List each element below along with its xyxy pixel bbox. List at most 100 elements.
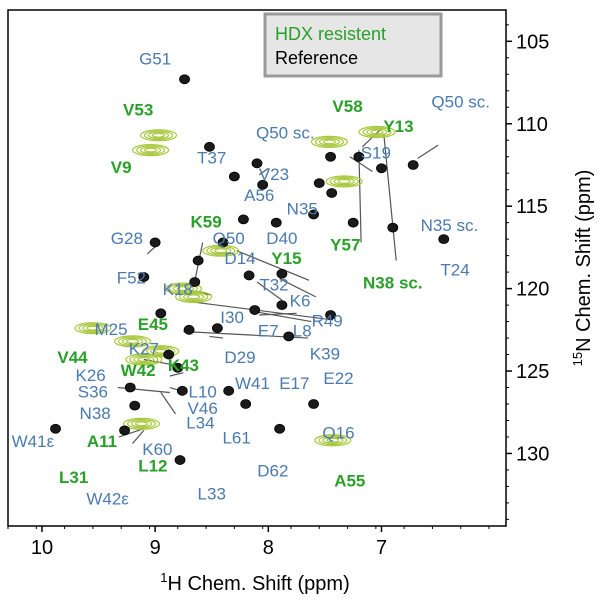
peak-label: D40 — [266, 229, 297, 248]
plot-frame — [7, 9, 507, 527]
peak-label: W41 — [235, 374, 270, 393]
hdx-peak — [132, 144, 170, 157]
peak-label: E7 — [258, 321, 279, 340]
peak-label: V53 — [123, 101, 153, 120]
reference-peak — [274, 423, 286, 434]
leader-line — [191, 301, 333, 321]
leader-line — [132, 429, 145, 444]
reference-peak — [174, 455, 186, 465]
legend-entry-reference: Reference — [275, 48, 358, 68]
peak-label: N38 sc. — [363, 274, 423, 293]
y-tick-label: 110 — [516, 114, 548, 136]
reference-peak — [353, 151, 365, 162]
reference-peak — [438, 234, 450, 245]
peak-label: T37 — [197, 148, 226, 167]
peak-label: K39 — [310, 344, 340, 363]
hdx-peak — [139, 129, 178, 142]
reference-peak — [172, 362, 184, 373]
peak-label: L10 — [188, 382, 216, 401]
peak-label: Q16 — [322, 424, 354, 443]
leader-line — [160, 392, 177, 415]
peak-label: N38 — [80, 404, 111, 423]
peak-label: K59 — [190, 213, 221, 232]
reference-peak — [223, 385, 235, 396]
leader-line — [143, 358, 172, 366]
hdx-peak — [113, 335, 152, 348]
peak-label: K6 — [290, 292, 311, 311]
reference-peak — [228, 171, 240, 182]
reference-peak — [325, 151, 336, 162]
peak-label: Q50 sc. — [431, 92, 490, 111]
peak-label: Q50 — [213, 229, 245, 248]
reference-peak — [313, 178, 325, 188]
peak-label: K27 — [129, 340, 159, 359]
leader-line — [417, 144, 439, 159]
y-axis-title-superscript: 15 — [570, 352, 585, 366]
peak-label: A55 — [334, 471, 365, 490]
hdx-peak — [74, 322, 112, 335]
reference-peak — [163, 349, 175, 360]
peak-label: L8 — [293, 321, 312, 340]
peak-label: K26 — [75, 366, 105, 385]
reference-peak — [251, 158, 263, 169]
peak-label: V58 — [332, 97, 362, 116]
reference-peak — [129, 400, 141, 411]
leader-line — [118, 428, 145, 438]
y-axis-title-text: N Chem. Shift (ppm) — [573, 170, 595, 352]
reference-peak — [211, 323, 223, 334]
y-tick-label: 105 — [516, 31, 549, 53]
reference-peak — [217, 237, 229, 248]
x-axis-title-superscript: 1 — [160, 570, 167, 585]
peaks — [50, 74, 450, 465]
reference-peak — [283, 331, 295, 342]
leader-line — [256, 281, 283, 301]
reference-peak — [325, 310, 336, 320]
legend: HDX resistent Reference — [263, 12, 443, 78]
leader-line — [236, 250, 310, 281]
hdx-peak — [314, 434, 352, 447]
y-tick-label: 120 — [516, 279, 549, 301]
peak-label: N35 sc. — [421, 216, 479, 235]
x-axis-title: 1H Chem. Shift (ppm) — [160, 570, 350, 595]
peak-label: L34 — [186, 414, 214, 433]
peak-label: F52 — [117, 269, 146, 288]
reference-peak — [257, 179, 269, 190]
reference-peak — [276, 268, 288, 279]
reference-peak — [138, 272, 150, 282]
reference-peak — [308, 399, 319, 409]
x-tick-label: 9 — [150, 537, 161, 559]
peak-labels: G51 V53 V9 T37 Q50 sc. V58 Y13 Q50 sc. S19 V23 A56… — [12, 49, 490, 508]
peak-label: R49 — [312, 312, 343, 331]
peak-label: L31 — [59, 468, 88, 487]
legend-entry-hdx: HDX resistent — [275, 24, 386, 44]
hdx-peak — [164, 282, 203, 295]
reference-peak — [155, 308, 167, 319]
peak-label: L61 — [222, 429, 250, 448]
y-tick-label: 115 — [516, 196, 548, 218]
peak-label: S19 — [361, 143, 391, 162]
reference-peak — [179, 74, 190, 85]
peak-label: D62 — [257, 462, 288, 481]
hdx-peak — [125, 353, 163, 366]
peak-label: K60 — [142, 440, 172, 459]
peak-label: T32 — [259, 275, 288, 294]
reference-peak — [119, 425, 130, 436]
leader-line — [279, 278, 317, 298]
peak-label: Q50 sc. — [256, 124, 315, 143]
peak-label: I30 — [220, 308, 244, 327]
peak-label: E17 — [279, 374, 309, 393]
peak-label: W41ε — [12, 432, 55, 451]
peak-label: W42ε — [86, 490, 129, 509]
peak-label: V9 — [111, 158, 132, 177]
peak-label: V23 — [259, 165, 289, 184]
peak-label: S36 — [78, 382, 108, 401]
x-axis-title-text: H Chem. Shift (ppm) — [167, 573, 349, 595]
reference-peak — [238, 214, 249, 225]
peak-label: Y13 — [383, 117, 413, 136]
peak-label: Y15 — [271, 249, 301, 268]
leader-line — [349, 156, 373, 173]
peak-label: K43 — [168, 356, 199, 375]
peak-label: G28 — [111, 229, 143, 248]
leader-line — [258, 167, 269, 176]
reference-peak — [204, 141, 215, 152]
